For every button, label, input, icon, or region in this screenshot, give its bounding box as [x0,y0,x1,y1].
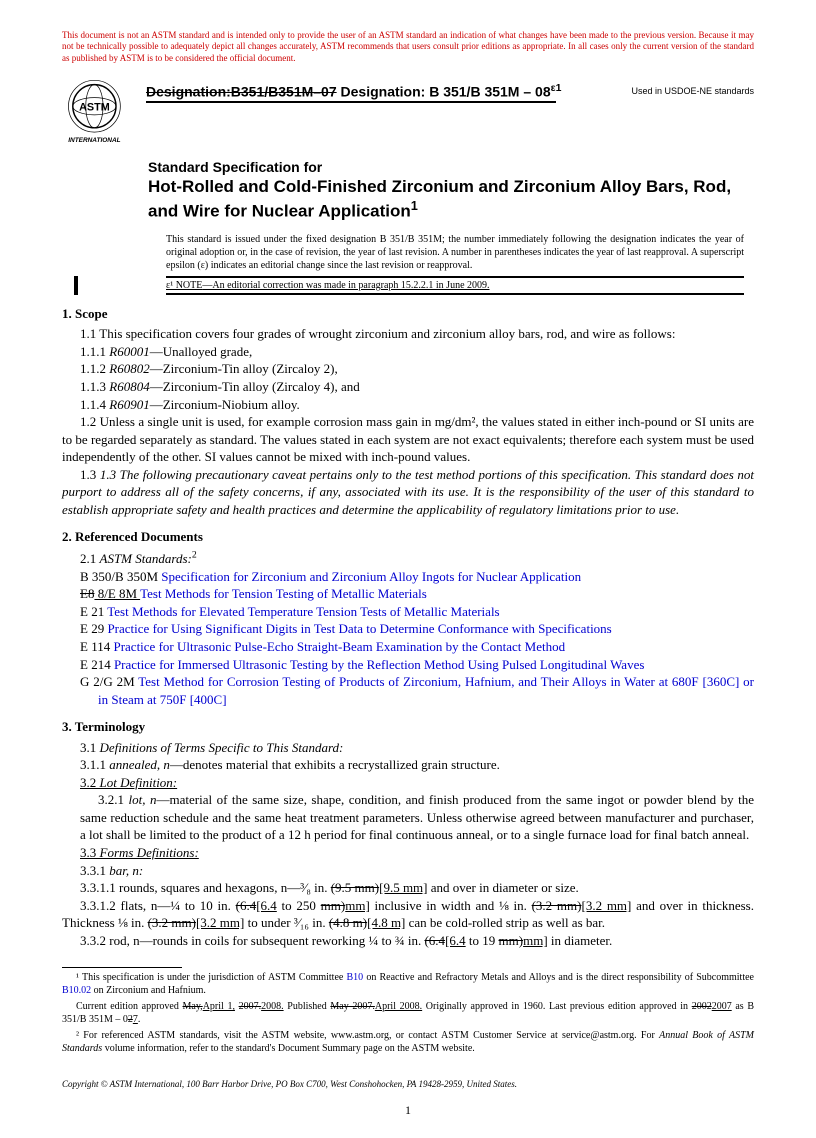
fn-link[interactable]: B10.02 [62,985,91,996]
section-2-head: 2. Referenced Documents [62,528,754,546]
ref-g2: G 2/G 2M Test Method for Corrosion Testi… [62,673,754,708]
para-1-1-4: 1.1.4 R60901—Zirconium-Niobium alloy. [62,396,754,414]
title-main: Hot-Rolled and Cold-Finished Zirconium a… [148,177,731,221]
svg-text:ASTM: ASTM [79,101,110,113]
title-pre: Standard Specification for [148,158,754,176]
footnote-rule [62,967,182,968]
ref-e29: E 29 Practice for Using Significant Digi… [62,620,754,638]
svg-text:INTERNATIONAL: INTERNATIONAL [68,137,120,144]
designation-new: Designation: B 351/B 351M – 08 [341,83,551,99]
epsilon-note: ε¹ NOTE—An editorial correction was made… [166,276,744,295]
ref-b350: B 350/B 350M Specification for Zirconium… [62,568,754,586]
para-3-1-1: 3.1.1 annealed, n—denotes material that … [62,756,754,774]
para-1-1: 1.1 This specification covers four grade… [62,325,754,343]
ref-e114: E 114 Practice for Ultrasonic Pulse-Echo… [62,638,754,656]
para-3-3: 3.3 Forms Definitions: [62,844,754,862]
section-3-head: 3. Terminology [62,718,754,736]
redline-notice: This document is not an ASTM standard an… [62,30,754,64]
designation-sup: ε1 [551,82,562,94]
para-3-1: 3.1 Definitions of Terms Specific to Thi… [62,739,754,757]
para-3-3-1: 3.3.1 bar, n: [62,862,754,880]
fn-link[interactable]: B10 [347,972,364,983]
para-3-2-1: 3.2.1 lot, n—material of the same size, … [62,791,754,844]
para-1-1-1: 1.1.1 R60001—Unalloyed grade, [62,343,754,361]
para-3-2: 3.2 Lot Definition: [62,774,754,792]
page-number: 1 [62,1103,754,1118]
ref-e214: E 214 Practice for Immersed Ultrasonic T… [62,656,754,674]
para-3-3-1-1: 3.3.1.1 rounds, squares and hexagons, n—… [62,879,754,897]
used-in-note: Used in USDOE-NE standards [604,76,754,96]
issuance-note: This standard is issued under the fixed … [148,233,754,272]
ref-e8: E8 8/E 8M Test Methods for Tension Testi… [62,585,754,603]
section-1-head: 1. Scope [62,305,754,323]
footnote-1a: ¹ This specification is under the jurisd… [62,971,754,997]
para-1-2: 1.2 Unless a single unit is used, for ex… [62,413,754,466]
ref-link[interactable]: Test Methods for Elevated Temperature Te… [107,604,499,619]
title-sup: 1 [411,198,418,213]
ref-link[interactable]: Practice for Using Significant Digits in… [107,621,611,636]
designation-old: Designation:B351/B351M–07 [146,83,337,99]
ref-e21: E 21 Test Methods for Elevated Temperatu… [62,603,754,621]
ref-link[interactable]: Test Method for Corrosion Testing of Pro… [98,674,754,707]
ref-link[interactable]: Practice for Immersed Ultrasonic Testing… [114,657,644,672]
astm-logo: ASTM INTERNATIONAL [62,76,134,148]
para-2-1: 2.1 ASTM Standards:2 [62,549,754,568]
para-1-3: 1.3 1.3 The following precautionary cave… [62,466,754,519]
ref-link[interactable]: Specification for Zirconium and Zirconiu… [161,569,581,584]
doc-title: Standard Specification for Hot-Rolled an… [148,158,754,223]
eps-label: ε¹ NOTE [166,280,202,291]
header-row: ASTM INTERNATIONAL Designation:B351/B351… [62,76,754,148]
ref-link[interactable]: Test Methods for Tension Testing of Meta… [140,586,427,601]
ref-link[interactable]: Practice for Ultrasonic Pulse-Echo Strai… [113,639,565,654]
para-3-3-1-2: 3.3.1.2 flats, n—¼ to 10 in. (6.4[6.4 to… [62,897,754,932]
copyright: Copyright © ASTM International, 100 Barr… [62,1079,754,1089]
para-1-1-2: 1.1.2 R60802—Zirconium-Tin alloy (Zircal… [62,360,754,378]
footnote-1b: Current edition approved May,April 1, 20… [62,1000,754,1026]
para-3-3-2: 3.3.2 rod, n—rounds in coils for subsequ… [62,932,754,950]
para-1-1-3: 1.1.3 R60804—Zirconium-Tin alloy (Zircal… [62,378,754,396]
designation: Designation:B351/B351M–07 Designation: B… [146,82,604,100]
footnote-2: ² For referenced ASTM standards, visit t… [62,1029,754,1055]
